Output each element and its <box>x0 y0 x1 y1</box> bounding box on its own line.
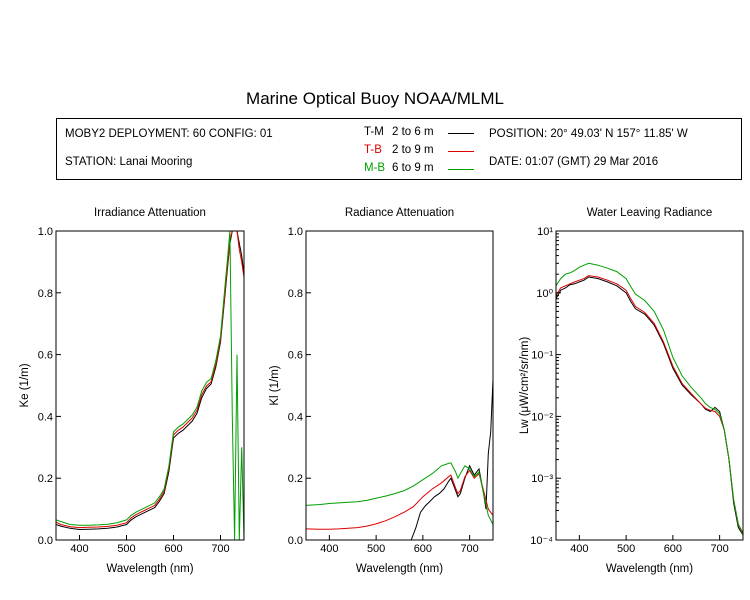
chart-1-ytick-label-3: 0.6 <box>38 350 53 362</box>
chart-3-ylabel: Lw (μW/cm²/sr/nm) <box>519 337 531 435</box>
legend-range-mb: 6 to 9 m <box>392 162 434 174</box>
chart-2-xlabel: Wavelength (nm) <box>356 563 443 575</box>
chart-3-ytick-label-4: 10⁰ <box>536 288 553 300</box>
chart-1-ylabel: Ke (1/m) <box>19 363 31 407</box>
chart-3-xtick-label-600: 600 <box>664 543 682 555</box>
chart-3-title: Water Leaving Radiance <box>587 207 713 219</box>
legend-range-tb: 2 to 9 m <box>392 144 434 156</box>
chart-1-ytick-label-4: 0.8 <box>38 288 53 300</box>
chart-1-ytick-label-1: 0.2 <box>38 473 53 485</box>
chart-2-ylabel: Kl (1/m) <box>269 365 281 405</box>
chart-1-ytick-label-5: 1.0 <box>38 226 53 238</box>
chart-3-series-t-m <box>556 276 743 536</box>
chart-panel-3: Water Leaving Radiance 400 500 600 700 10⁻⁴ 10… <box>519 207 744 575</box>
chart-2-ytick-label-1: 0.2 <box>288 473 303 485</box>
chart-panel-2: Radiance Attenuation 400 500 600 700 0.0 0.2 0.… <box>269 207 494 575</box>
chart-1-frame <box>55 230 245 541</box>
legend-line-tm <box>448 133 474 134</box>
deployment-label: MOBY2 DEPLOYMENT: 60 CONFIG: 01 <box>65 128 273 140</box>
page-title: Marine Optical Buoy NOAA/MLML <box>246 89 504 108</box>
chart-3-xlabel: Wavelength (nm) <box>606 563 693 575</box>
legend-code-tm: T-M <box>364 126 384 138</box>
chart-2-series-t-b <box>306 469 493 530</box>
chart-1-series-m-b <box>56 231 244 540</box>
chart-2-ytick-label-2: 0.4 <box>288 411 303 423</box>
chart-1-ytick-label-0: 0.0 <box>38 535 53 547</box>
chart-2-ytick-label-3: 0.6 <box>288 350 303 362</box>
chart-3-ytick-label-0: 10⁻⁴ <box>530 535 553 547</box>
chart-3-ytick-label-1: 10⁻³ <box>531 473 553 485</box>
chart-1-xtick-label-500: 500 <box>117 543 135 555</box>
chart-3-xtick-label-400: 400 <box>570 543 588 555</box>
legend-code-tb: T-B <box>364 144 382 156</box>
chart-2-ytick-label-0: 0.0 <box>288 535 303 547</box>
chart-3-ytick-label-2: 10⁻² <box>531 411 553 423</box>
legend-line-tb <box>448 151 474 152</box>
chart-2-series-t-m <box>410 379 493 540</box>
chart-2-ytick-label-5: 1.0 <box>288 226 303 238</box>
chart-1-series-t-b <box>56 231 244 529</box>
chart-3-frame <box>555 230 744 541</box>
position-label: POSITION: 20° 49.03' N 157° 11.85' W <box>489 128 688 140</box>
chart-panel-1: Irradiance Attenuation 400 500 600 700 0.0 0.2… <box>19 207 245 575</box>
chart-2-xtick-label-600: 600 <box>414 543 432 555</box>
chart-3-series-m-b <box>556 262 743 536</box>
chart-2-xtick-label-700: 700 <box>460 543 478 555</box>
legend-range-tm: 2 to 6 m <box>392 126 434 138</box>
chart-1-xtick-label-600: 600 <box>164 543 182 555</box>
date-label: DATE: 01:07 (GMT) 29 Mar 2016 <box>489 156 659 168</box>
station-label: STATION: Lanai Mooring <box>65 156 193 168</box>
chart-1-ytick-label-2: 0.4 <box>38 411 53 423</box>
chart-1-xlabel: Wavelength (nm) <box>106 563 193 575</box>
chart-2-xtick-label-500: 500 <box>367 543 385 555</box>
chart-2-series-m-b <box>306 462 493 525</box>
chart-3-xtick-label-700: 700 <box>710 543 728 555</box>
chart-1-xtick-label-400: 400 <box>70 543 88 555</box>
chart-2-title: Radiance Attenuation <box>345 207 454 219</box>
chart-2-ytick-label-4: 0.8 <box>288 288 303 300</box>
chart-1-series-t-m <box>56 231 244 531</box>
legend-line-mb <box>448 169 474 170</box>
chart-1-xtick-label-700: 700 <box>211 543 229 555</box>
chart-3-xtick-label-500: 500 <box>617 543 635 555</box>
chart-1-title: Irradiance Attenuation <box>94 207 206 219</box>
legend-code-mb: M-B <box>364 162 386 174</box>
chart-3-ytick-label-5: 10¹ <box>537 226 553 238</box>
chart-2-frame <box>305 230 494 541</box>
chart-3-ytick-label-3: 10⁻¹ <box>531 350 553 362</box>
info-box: MOBY2 DEPLOYMENT: 60 CONFIG: 01 STATION:… <box>56 118 742 180</box>
chart-3-series-t-b <box>556 275 743 534</box>
chart-2-xtick-label-400: 400 <box>320 543 338 555</box>
